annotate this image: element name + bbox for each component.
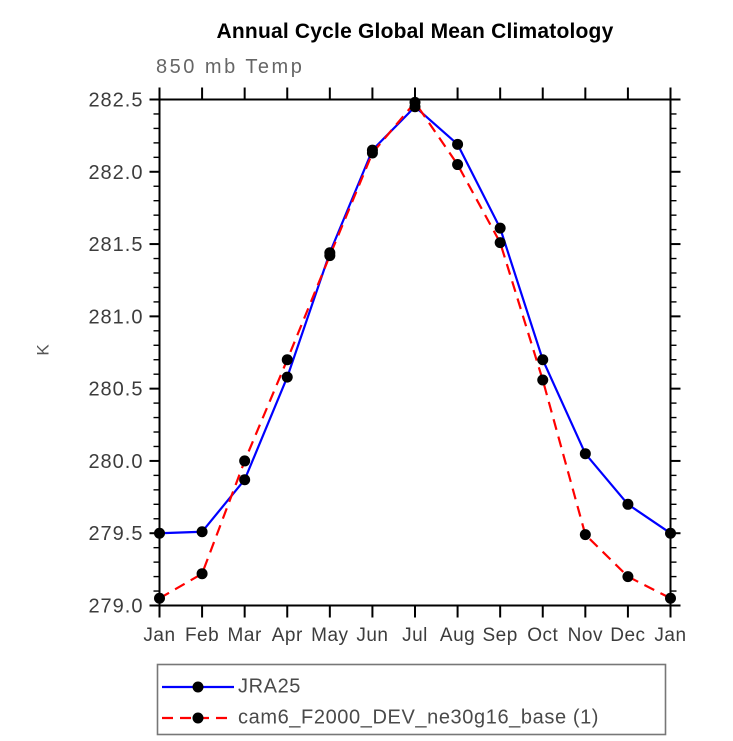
series-line-1 bbox=[158, 100, 671, 600]
x-tick-label: Apr bbox=[272, 625, 303, 646]
data-point-dot bbox=[281, 354, 293, 366]
x-tick-label: May bbox=[311, 625, 348, 646]
legend-box bbox=[156, 663, 667, 736]
y-tick-label: 282.5 bbox=[88, 90, 143, 112]
data-point-dot bbox=[452, 159, 464, 171]
x-tick-label: Nov bbox=[568, 625, 603, 646]
data-point-dot bbox=[196, 568, 208, 580]
y-tick-label: 279.0 bbox=[88, 596, 143, 618]
x-tick-label: Dec bbox=[610, 625, 645, 646]
legend-sample-dot-0 bbox=[192, 681, 204, 693]
x-tick-label: Jun bbox=[356, 625, 388, 646]
data-point-dot bbox=[622, 571, 634, 583]
x-tick-label: Sep bbox=[483, 625, 518, 646]
data-point-dot bbox=[579, 448, 591, 460]
data-point-dot bbox=[239, 455, 251, 467]
x-tick-label: Feb bbox=[185, 625, 219, 646]
legend-sample-dot-1 bbox=[192, 712, 204, 724]
data-point-dot bbox=[239, 474, 251, 486]
chart-subtitle: 850 mb Temp bbox=[156, 56, 305, 78]
data-point-dot bbox=[154, 592, 165, 604]
data-point-dot bbox=[154, 527, 165, 539]
data-point-dot bbox=[537, 374, 549, 386]
data-point-dot bbox=[622, 498, 634, 510]
y-tick-label: 279.5 bbox=[88, 523, 143, 545]
legend-label-cam6: cam6_F2000_DEV_ne30g16_base (1) bbox=[238, 706, 600, 729]
y-tick-label: 280.5 bbox=[88, 379, 143, 401]
y-tick-label: 282.0 bbox=[88, 162, 143, 184]
data-point-dot bbox=[324, 250, 336, 262]
x-tick-label: Oct bbox=[527, 625, 558, 646]
data-point-dot bbox=[665, 592, 676, 604]
series-line-0 bbox=[159, 105, 672, 535]
data-point-dot bbox=[409, 96, 421, 108]
data-point-dot bbox=[196, 526, 208, 538]
x-tick-label: Jul bbox=[402, 625, 428, 646]
data-point-dot bbox=[579, 529, 591, 541]
data-point-dot bbox=[537, 354, 549, 366]
plot-frame bbox=[158, 98, 672, 607]
data-point-dot bbox=[366, 147, 378, 159]
y-tick-label: 281.5 bbox=[88, 234, 143, 256]
data-point-dot bbox=[494, 222, 506, 234]
x-tick-label: Jan bbox=[654, 625, 686, 646]
legend-label-jra25: JRA25 bbox=[238, 675, 302, 698]
y-tick-label: 280.0 bbox=[88, 451, 143, 473]
y-tick-label: 281.0 bbox=[88, 306, 143, 328]
data-point-dot bbox=[452, 138, 464, 150]
data-point-dot bbox=[281, 371, 293, 383]
data-point-dot bbox=[494, 237, 506, 249]
data-point-dot bbox=[665, 527, 676, 539]
x-tick-label: Jan bbox=[143, 625, 175, 646]
x-tick-label: Aug bbox=[440, 625, 475, 646]
page-title: Annual Cycle Global Mean Climatology bbox=[216, 20, 614, 43]
y-axis-label: K bbox=[33, 344, 53, 356]
x-tick-label: Mar bbox=[228, 625, 262, 646]
